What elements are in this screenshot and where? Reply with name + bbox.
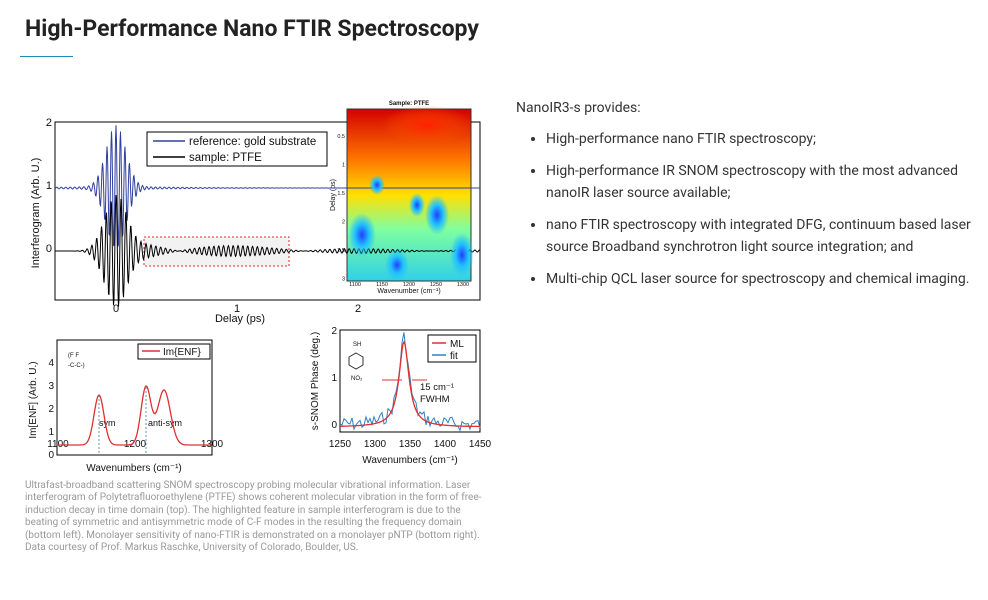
y-tick-label: 2 bbox=[342, 220, 345, 226]
heatmap-blob bbox=[450, 233, 474, 277]
intro: NanoIR3-s provides: bbox=[516, 100, 641, 116]
top-plot-frame bbox=[54, 121, 481, 301]
inset-x-label: Wavenumber (cm⁻¹) bbox=[377, 288, 440, 295]
x-tick-label: 1150 bbox=[376, 282, 388, 288]
y-axis-label: Im[ENF] (Arb. U.) bbox=[28, 361, 39, 438]
title-underline bbox=[20, 56, 73, 57]
y-axis-label: Interferogram (Arb. U.) bbox=[30, 158, 42, 269]
annotation: anti-sym bbox=[148, 418, 182, 428]
list-item: High-performance IR SNOM spectroscopy wi… bbox=[546, 160, 976, 204]
y-tick-label: 1.5 bbox=[337, 191, 345, 197]
x-tick-label: 1300 bbox=[457, 282, 469, 288]
heatmap-blob bbox=[348, 213, 376, 257]
y-tick-label: 3 bbox=[342, 277, 345, 283]
legend-label: Im{ENF} bbox=[163, 347, 201, 358]
y-tick-label: 1 bbox=[48, 427, 54, 438]
left-plot-frame bbox=[56, 339, 213, 456]
molecule: -C-C-) bbox=[68, 363, 85, 369]
y-tick-label: 4 bbox=[48, 358, 54, 369]
ml-curve bbox=[339, 340, 480, 428]
annotation: 15 cm⁻¹ bbox=[420, 382, 454, 393]
annotation: sym bbox=[99, 418, 116, 428]
right-legend bbox=[427, 334, 477, 363]
left-legend bbox=[137, 343, 211, 360]
heatmap-blob bbox=[385, 249, 409, 281]
x-tick-label: 1200 bbox=[403, 282, 415, 288]
y-tick-label: 2 bbox=[46, 117, 52, 129]
legend-label: fit bbox=[450, 351, 458, 362]
figure: reference: gold substrate sample: PTFE I… bbox=[28, 101, 492, 474]
x-axis-label: Wavenumbers (cm⁻¹) bbox=[362, 455, 457, 466]
molecule: SH bbox=[353, 342, 361, 348]
x-tick-label: 1300 bbox=[364, 439, 387, 450]
y-tick-label: 1 bbox=[331, 373, 337, 384]
molecule: NO₂ bbox=[351, 376, 363, 382]
y-tick-label: 0 bbox=[46, 243, 52, 255]
figure-caption: Ultrafast-broadband scattering SNOM spec… bbox=[25, 480, 482, 554]
legend-label: ML bbox=[450, 339, 464, 350]
legend-label: reference: gold substrate bbox=[189, 136, 316, 148]
x-tick-label: 0 bbox=[113, 303, 119, 315]
x-tick-label: 2 bbox=[355, 303, 361, 315]
x-tick-label: 1250 bbox=[329, 439, 352, 450]
right-plot-frame bbox=[339, 329, 481, 433]
y-tick-label: 3 bbox=[48, 381, 54, 392]
x-axis-label: Delay (ps) bbox=[215, 313, 265, 325]
top-legend bbox=[146, 131, 328, 167]
y-axis-label: s-SNOM Phase (deg.) bbox=[310, 332, 321, 430]
y-tick-label: 1 bbox=[342, 163, 345, 169]
sample-curve bbox=[55, 194, 481, 307]
x-tick-label: 1400 bbox=[434, 439, 457, 450]
x-tick-label: 1300 bbox=[201, 439, 224, 450]
list-item: Multi-chip QCL laser source for spectros… bbox=[546, 268, 976, 290]
heatmap-hot bbox=[382, 105, 472, 145]
x-axis-label: Wavenumbers (cm⁻¹) bbox=[86, 463, 181, 474]
y-tick-label: 1 bbox=[46, 180, 52, 192]
reference-curve bbox=[54, 125, 480, 247]
benzene bbox=[348, 352, 364, 370]
x-tick-label: 1200 bbox=[124, 439, 147, 450]
heatmap-blob bbox=[409, 193, 425, 217]
highlight-box bbox=[143, 236, 290, 267]
annotation: FWHM bbox=[420, 394, 450, 405]
figure-content: reference: gold substrate sample: PTFE I… bbox=[28, 101, 492, 474]
spectrum-curve bbox=[58, 385, 212, 446]
molecule: (F F bbox=[68, 353, 79, 359]
feature-list: High-performance nano FTIR spectroscopy;… bbox=[528, 128, 976, 300]
x-tick-label: 1450 bbox=[469, 439, 492, 450]
x-tick-label: 1250 bbox=[430, 282, 442, 288]
page-title: High-Performance Nano FTIR Spectroscopy bbox=[25, 15, 479, 42]
list-item: High-performance nano FTIR spectroscopy; bbox=[546, 128, 976, 150]
x-tick-label: 1100 bbox=[349, 282, 361, 288]
list-item: nano FTIR spectroscopy with integrated D… bbox=[546, 214, 976, 258]
y-tick-label: 0.5 bbox=[337, 134, 345, 140]
heatmap-blob bbox=[425, 195, 449, 235]
inset-y-label: Delay (ps) bbox=[330, 179, 337, 211]
heatmap-blob bbox=[369, 175, 385, 195]
x-tick-label: 1 bbox=[234, 303, 240, 315]
y-tick-label: 0 bbox=[331, 420, 337, 431]
x-tick-label: 1350 bbox=[399, 439, 422, 450]
y-tick-label: 2 bbox=[331, 326, 337, 337]
y-tick-label: 2 bbox=[48, 404, 54, 415]
inset-title: Sample: PTFE bbox=[389, 101, 429, 107]
y-tick-label: 0 bbox=[48, 450, 54, 461]
legend-label: sample: PTFE bbox=[189, 152, 262, 164]
